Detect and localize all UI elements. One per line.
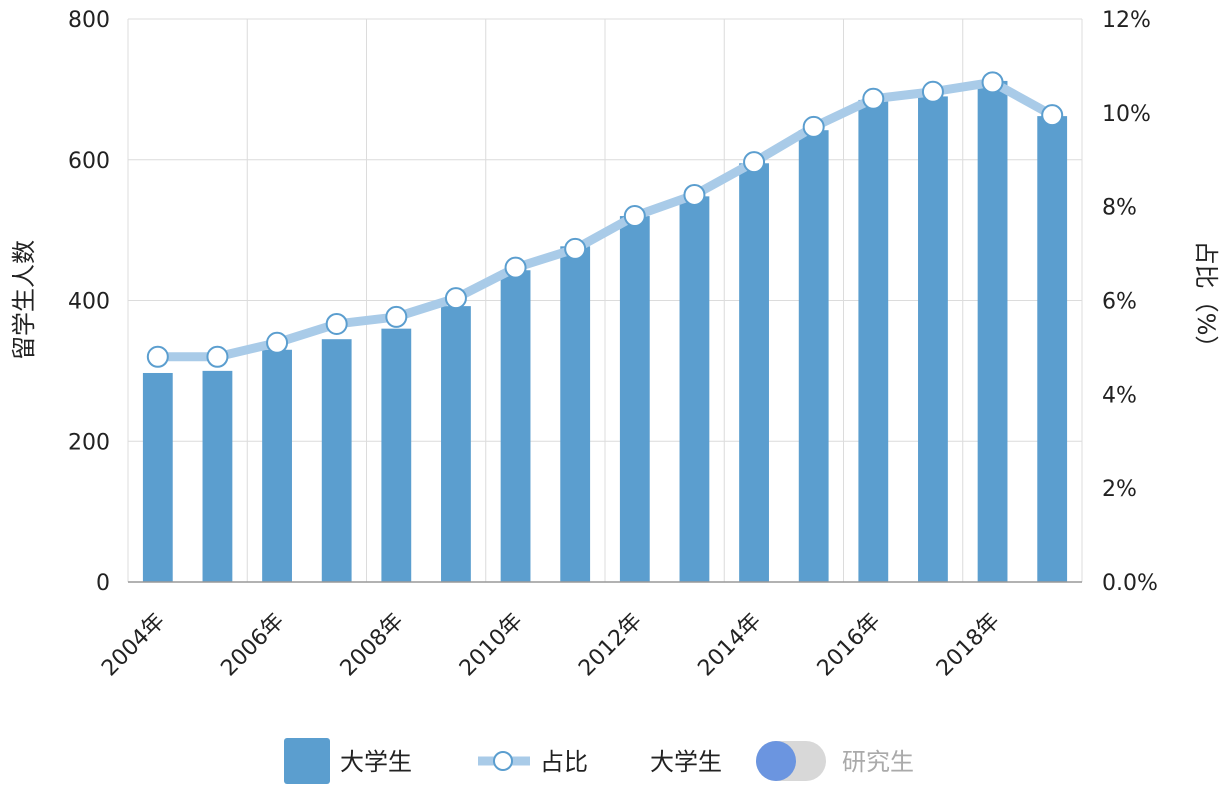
y-left-tick-label: 200 bbox=[68, 430, 110, 455]
x-tick-label: 2016年 bbox=[813, 609, 886, 682]
bar bbox=[500, 270, 531, 582]
toggle-knob[interactable] bbox=[756, 741, 796, 781]
legend-line-label: 占比 bbox=[540, 748, 588, 776]
bar bbox=[321, 339, 352, 582]
bar bbox=[142, 372, 173, 582]
share-line bbox=[153, 77, 1057, 362]
line-point[interactable] bbox=[385, 305, 408, 328]
toggle-right-label[interactable]: 研究生 bbox=[842, 748, 914, 776]
bar bbox=[918, 96, 948, 582]
legend-item-line[interactable]: 占比 bbox=[478, 748, 588, 776]
legend-bar-swatch bbox=[284, 738, 330, 784]
line-point[interactable] bbox=[146, 345, 169, 368]
bar bbox=[1037, 116, 1068, 583]
line-point[interactable] bbox=[862, 87, 885, 110]
bar bbox=[262, 349, 292, 582]
y-left-tick-label: 400 bbox=[68, 290, 110, 315]
line-point[interactable] bbox=[206, 345, 229, 368]
bar bbox=[977, 80, 1008, 583]
line-series bbox=[146, 71, 1064, 368]
bar bbox=[441, 306, 471, 582]
y-right-tick-label: 8% bbox=[1102, 196, 1137, 221]
bar bbox=[202, 370, 233, 582]
bar bbox=[560, 246, 591, 582]
y-left-tick-label: 600 bbox=[68, 149, 110, 174]
y-right-tick-label: 12% bbox=[1102, 8, 1151, 33]
y-left-tick-label: 800 bbox=[68, 8, 110, 33]
bar bbox=[798, 130, 829, 582]
line-point[interactable] bbox=[683, 183, 706, 206]
line-point[interactable] bbox=[444, 287, 467, 310]
bar bbox=[739, 163, 769, 583]
x-tick-label: 2004年 bbox=[97, 609, 170, 682]
line-point[interactable] bbox=[564, 237, 587, 260]
legend-item-bar[interactable]: 大学生 bbox=[284, 738, 412, 784]
legend-line-marker bbox=[493, 751, 513, 771]
line-point[interactable] bbox=[266, 331, 289, 354]
line-point[interactable] bbox=[921, 80, 944, 103]
line-point[interactable] bbox=[802, 115, 825, 138]
x-tick-label: 2018年 bbox=[932, 609, 1005, 682]
y-right-tick-label: 10% bbox=[1102, 102, 1151, 127]
bar bbox=[619, 216, 650, 583]
series-toggle[interactable]: 大学生 研究生 bbox=[650, 741, 914, 781]
bar bbox=[381, 328, 412, 582]
bar-series bbox=[142, 80, 1068, 583]
x-tick-label: 2014年 bbox=[693, 609, 766, 682]
line-point[interactable] bbox=[504, 256, 527, 279]
y-right-tick-label: 0.0% bbox=[1102, 571, 1158, 596]
legend-bar-label: 大学生 bbox=[340, 748, 412, 776]
line-point[interactable] bbox=[981, 71, 1004, 94]
x-tick-label: 2010年 bbox=[455, 609, 528, 682]
x-tick-label: 2008年 bbox=[336, 609, 409, 682]
line-point[interactable] bbox=[325, 312, 348, 335]
y-axis-right-title: 占比（%） bbox=[1192, 241, 1220, 360]
y-right-tick-label: 4% bbox=[1102, 383, 1137, 408]
line-point[interactable] bbox=[1041, 104, 1064, 127]
bar bbox=[858, 99, 889, 583]
y-left-tick-label: 0 bbox=[96, 571, 110, 596]
toggle-left-label[interactable]: 大学生 bbox=[650, 748, 722, 776]
legend: 大学生 占比 大学生 研究生 bbox=[284, 738, 914, 784]
y-right-tick-label: 2% bbox=[1102, 477, 1137, 502]
x-tick-label: 2006年 bbox=[216, 609, 289, 682]
y-axis-left-title: 留学生人数 bbox=[10, 240, 38, 360]
line-point[interactable] bbox=[623, 205, 646, 228]
y-right-tick-label: 6% bbox=[1102, 290, 1137, 315]
bar bbox=[679, 196, 710, 582]
line-point[interactable] bbox=[743, 151, 766, 174]
x-tick-label: 2012年 bbox=[574, 609, 647, 682]
